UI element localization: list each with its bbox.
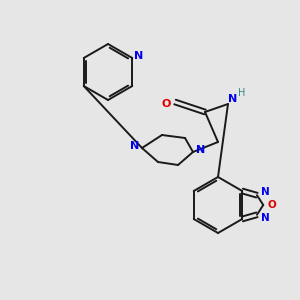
Text: O: O (268, 200, 277, 210)
Text: N: N (196, 145, 206, 155)
Text: N: N (261, 213, 269, 223)
Text: N: N (130, 141, 140, 151)
Text: H: H (238, 88, 246, 98)
Text: N: N (134, 51, 143, 61)
Text: N: N (228, 94, 238, 104)
Text: N: N (261, 187, 269, 197)
Text: O: O (161, 99, 171, 109)
